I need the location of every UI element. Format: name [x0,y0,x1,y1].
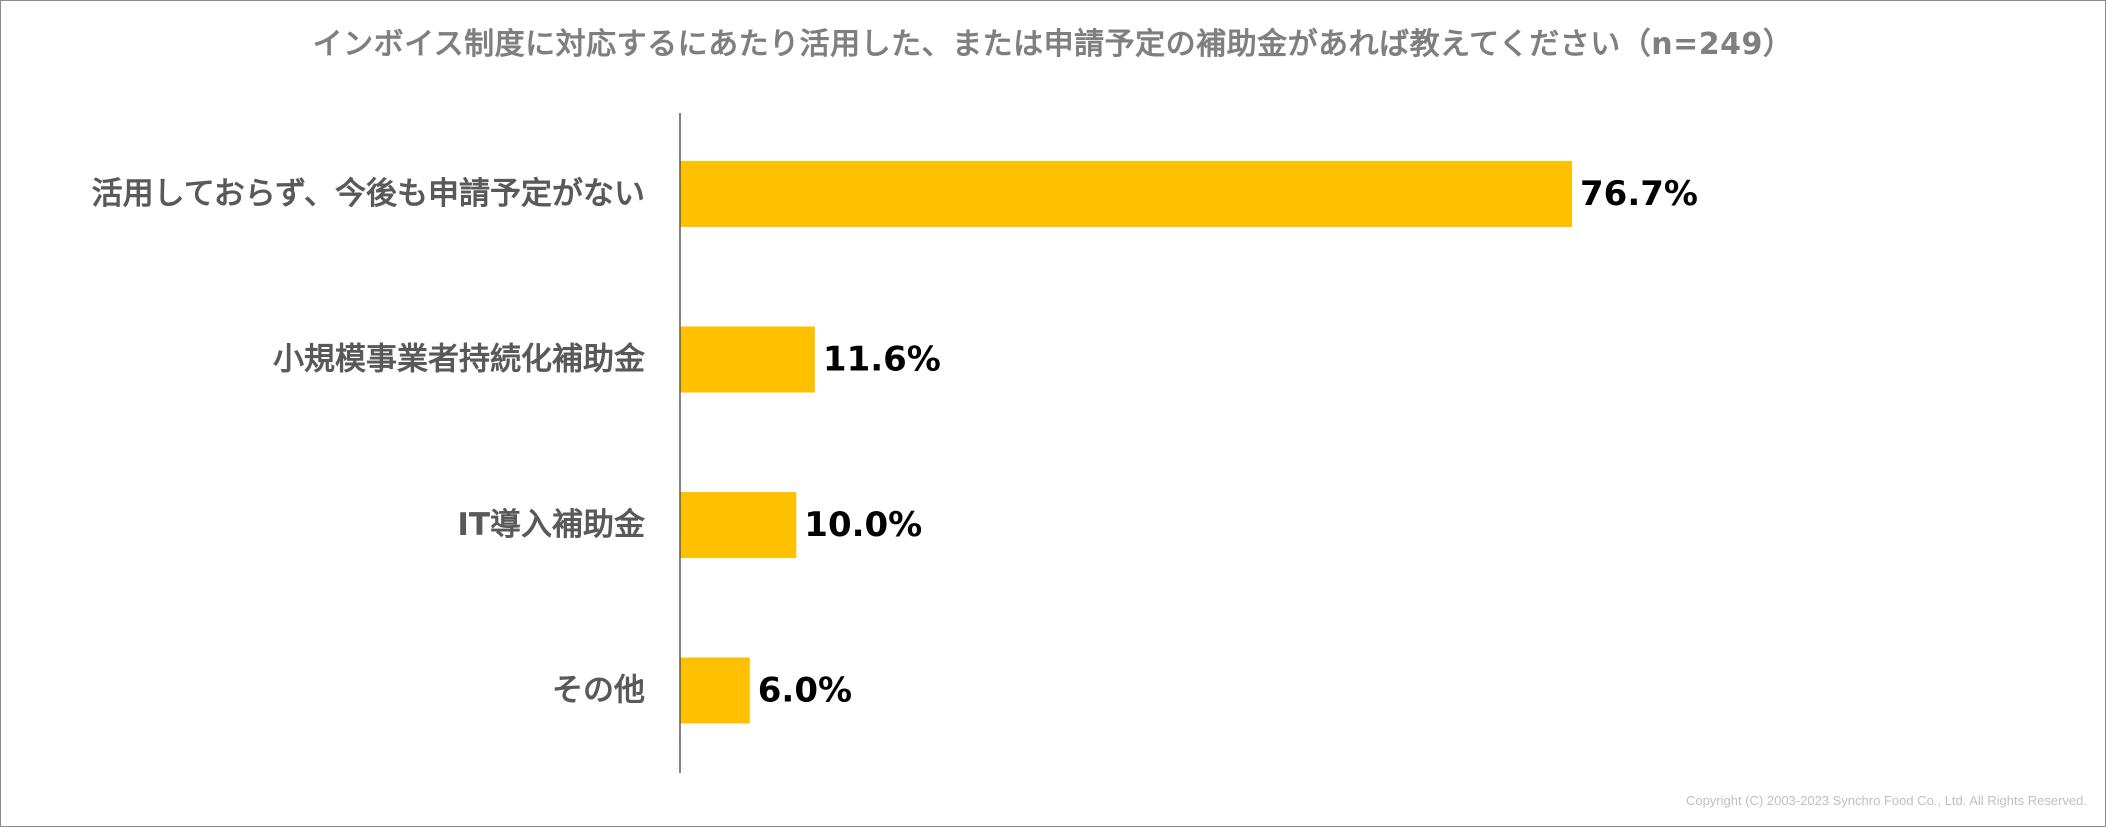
bar-3 [680,492,797,558]
bar-4 [680,657,750,724]
category-label-1: 活用しておらず、今後も申請予定がない [92,176,645,212]
bar-1 [680,161,1573,227]
value-label-3: 10.0% [804,505,922,545]
bar-2 [680,326,815,393]
value-label-1: 76.7% [1580,174,1698,214]
chart-title: インボイス制度に対応するにあたり活用した、または申請予定の補助金があれば教えてく… [312,27,1794,62]
category-label-2: 小規模事業者持続化補助金 [273,342,646,378]
value-label-4: 6.0% [758,671,852,711]
category-label-4: その他 [552,673,645,709]
category-label-3: IT導入補助金 [457,507,646,543]
bars-layer [680,161,1573,724]
copyright-notice: Copyright (C) 2003-2023 Synchro Food Co.… [1685,793,2087,808]
value-label-2: 11.6% [823,340,941,380]
labels-layer: 活用しておらず、今後も申請予定がない 76.7% 小規模事業者持続化補助金 11.6%… [92,174,1698,711]
